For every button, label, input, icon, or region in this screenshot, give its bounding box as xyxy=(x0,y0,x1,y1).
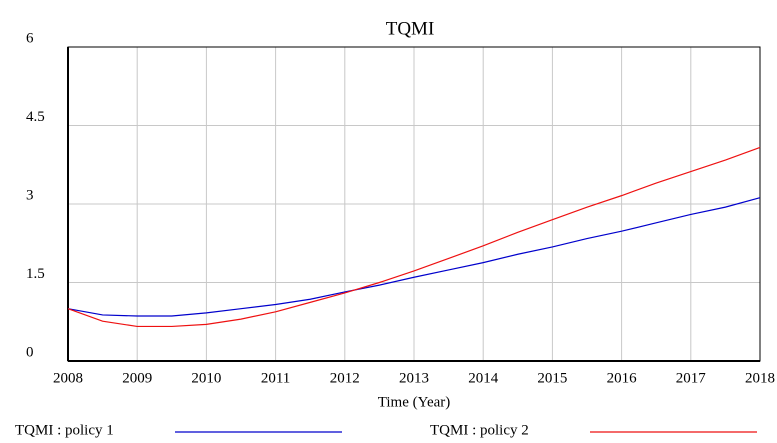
y-tick-label: 3 xyxy=(26,187,34,203)
y-tick-label: 0 xyxy=(26,344,34,360)
line-series xyxy=(67,197,761,317)
x-tick-label: 2010 xyxy=(191,370,221,386)
y-tick-label: 1.5 xyxy=(26,266,45,282)
x-tick-label: 2013 xyxy=(399,370,429,386)
x-tick-label: 2014 xyxy=(468,370,499,386)
x-axis-label: Time (Year) xyxy=(378,394,451,410)
x-tick-label: 2018 xyxy=(745,370,775,386)
x-tick-label: 2009 xyxy=(122,370,152,386)
x-tick-label: 2012 xyxy=(330,370,360,386)
legend-label: TQMI : policy 2 xyxy=(430,422,529,438)
line-series xyxy=(67,146,761,328)
x-tick-label: 2011 xyxy=(261,370,290,386)
legend-label: TQMI : policy 1 xyxy=(15,422,114,438)
y-tick-label: 4.5 xyxy=(26,109,45,125)
chart-title: TQMI xyxy=(386,18,435,39)
x-tick-label: 2015 xyxy=(537,370,567,386)
y-tick-label: 6 xyxy=(26,30,34,46)
x-tick-label: 2016 xyxy=(607,370,638,386)
x-tick-label: 2008 xyxy=(53,370,83,386)
x-tick-label: 2017 xyxy=(676,370,707,386)
